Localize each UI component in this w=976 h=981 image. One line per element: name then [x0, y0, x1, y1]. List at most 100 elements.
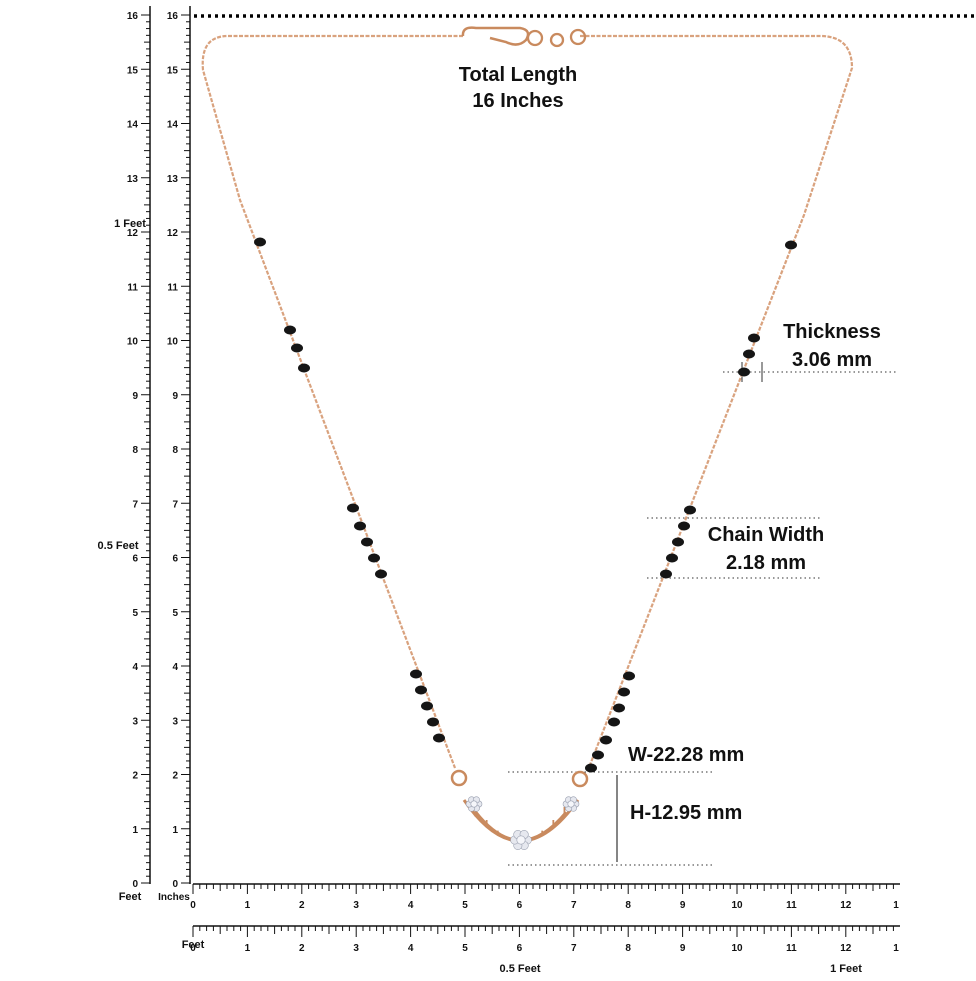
black-bead: [623, 671, 635, 681]
right-diamond-cluster: [562, 796, 580, 812]
total-length-value: 16 Inches: [472, 90, 564, 112]
bottom-feet-unit-label: Feet: [182, 939, 205, 951]
bottom-feet-ruler-label: 1: [893, 943, 899, 954]
feet-ruler-label: 0: [132, 879, 138, 890]
bottom-feet-ruler-label: 4: [408, 943, 414, 954]
total-length-label: Total Length 16 Inches: [440, 62, 596, 114]
pendant-height-label: H-12.95 mm: [630, 802, 743, 824]
pendant-left-loop: [450, 769, 468, 787]
thickness-title: Thickness: [783, 321, 881, 343]
inch-ruler-label: 16: [167, 11, 179, 22]
bottom-feet-ruler-label: 2: [299, 943, 305, 954]
bottom-inch-ruler-label: 4: [408, 900, 414, 911]
bottom-feet-ruler-label: 12: [840, 943, 852, 954]
black-bead: [608, 717, 620, 727]
bottom-feet-ruler-label: 11: [786, 943, 797, 954]
chain-width-value: 2.18 mm: [725, 552, 807, 574]
diamond-stone: [516, 835, 526, 845]
inch-ruler-label: 15: [167, 65, 179, 76]
necklace-chain: [201, 26, 854, 850]
inch-ruler-label: 0: [172, 879, 178, 890]
black-bead: [361, 537, 373, 547]
inch-ruler-label: 7: [172, 499, 178, 510]
diamond-stone: [470, 800, 478, 808]
bottom-inch-ruler-label: 7: [571, 900, 577, 911]
black-bead: [354, 521, 366, 531]
black-bead: [678, 521, 690, 531]
bottom-feet-ruler-label: 6: [517, 943, 523, 954]
clasp-hook: [461, 26, 530, 46]
feet-ruler-label: 13: [127, 174, 139, 185]
black-bead: [254, 237, 266, 247]
black-bead: [415, 685, 427, 695]
bottom-feet-ruler-label: 7: [571, 943, 577, 954]
bottom-inch-ruler-label: 11: [786, 900, 797, 911]
total-length-title: Total Length: [458, 64, 578, 86]
inch-ruler-label: 4: [172, 662, 178, 673]
inch-ruler-label: 13: [167, 174, 179, 185]
bottom-inch-ruler-label: 12: [840, 900, 852, 911]
black-bead: [785, 240, 797, 250]
black-bead: [684, 505, 696, 515]
black-bead: [585, 763, 597, 773]
inch-ruler-label: 8: [172, 445, 178, 456]
black-bead: [613, 703, 625, 713]
chain-right-strand: [580, 34, 854, 771]
pendant-right-loop: [571, 770, 589, 788]
black-bead: [743, 349, 755, 359]
inch-ruler-label: 1: [172, 825, 178, 836]
black-bead: [410, 669, 422, 679]
thickness-value: 3.06 mm: [791, 349, 873, 371]
feet-ruler-label: 1: [132, 825, 138, 836]
black-bead: [291, 343, 303, 353]
bottom-inch-ruler-label: 9: [680, 900, 686, 911]
inches-unit-label: Inches: [158, 892, 190, 903]
diamond-stone: [567, 800, 575, 808]
measurement-guides: [194, 14, 976, 866]
feet-ruler-label: 11: [127, 282, 138, 293]
inch-ruler-label: 10: [167, 337, 179, 348]
bottom-inch-ruler-label: 5: [462, 900, 468, 911]
black-bead: [592, 750, 604, 760]
feet-ruler-label: 2: [132, 771, 138, 782]
feet-ruler-label: 9: [132, 391, 138, 402]
feet-ruler-label: 8: [132, 445, 138, 456]
bottom-feet-ruler-label: 9: [680, 943, 686, 954]
bottom-inch-ruler-label: 8: [625, 900, 631, 911]
black-bead: [284, 325, 296, 335]
feet-ruler-label: 3: [132, 716, 138, 727]
foot-marker-label: 1 Feet: [114, 218, 146, 230]
black-bead: [748, 333, 760, 343]
black-bead: [368, 553, 380, 563]
hook-clasp: [461, 26, 587, 48]
chain-left-strand: [201, 34, 463, 769]
bottom-feet-ruler-label: 10: [731, 943, 743, 954]
inch-ruler-label: 9: [172, 391, 178, 402]
bottom-inch-ruler-label: 6: [517, 900, 523, 911]
black-bead: [347, 503, 359, 513]
black-bead: [672, 537, 684, 547]
bottom-inch-ruler-label: 1: [893, 900, 899, 911]
pendant-width-label: W-22.28 mm: [628, 744, 745, 766]
feet-ruler-label: 10: [127, 337, 139, 348]
inch-ruler-label: 2: [172, 771, 178, 782]
feet-ruler-label: 6: [132, 554, 138, 565]
clasp-ring: [569, 28, 587, 46]
black-bead: [660, 569, 672, 579]
black-bead: [738, 367, 750, 377]
black-bead: [375, 569, 387, 579]
inch-ruler-label: 6: [172, 554, 178, 565]
chain-width-label: Chain Width 2.18 mm: [694, 521, 838, 577]
inch-ruler-label: 12: [167, 228, 179, 239]
black-bead: [666, 553, 678, 563]
feet-ruler-label: 5: [132, 608, 138, 619]
feet-ruler-label: 15: [127, 65, 139, 76]
inch-ruler-label: 11: [167, 282, 178, 293]
bottom-foot-label: 1 Feet: [830, 963, 862, 975]
feet-ruler-label: 16: [127, 11, 139, 22]
center-diamond-cluster: [510, 830, 532, 850]
black-bead: [600, 735, 612, 745]
feet-ruler-label: 14: [127, 120, 139, 131]
black-bead: [618, 687, 630, 697]
